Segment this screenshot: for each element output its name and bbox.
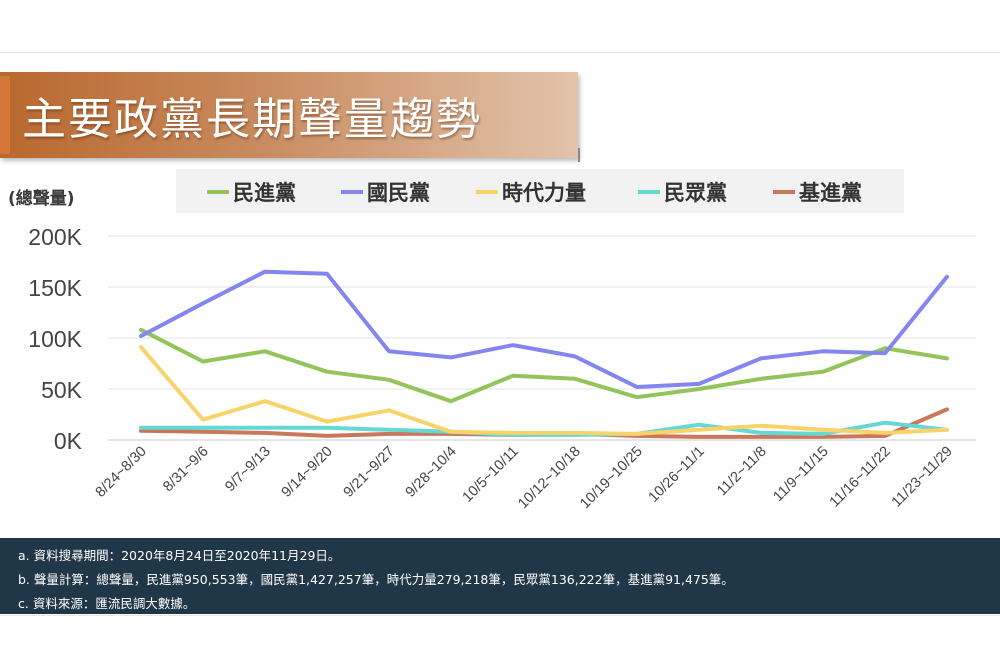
x-tick-label: 8/31~9/6 (160, 444, 212, 496)
y-axis-label: (總聲量) (8, 189, 75, 209)
y-tick-label: 200K (28, 224, 82, 250)
footer-note-calculation: b. 聲量計算：總聲量，民進黨950,553筆，國民黨1,427,257筆，時代… (18, 572, 734, 587)
legend-label: 民眾黨 (664, 181, 727, 205)
x-tick-label: 8/24~8/30 (93, 444, 150, 501)
title-banner (0, 72, 578, 158)
title-banner-accent (0, 76, 10, 154)
x-tick-label: 9/14~9/20 (279, 444, 336, 501)
x-tick-label: 10/12~10/18 (515, 444, 584, 513)
banner-tick-mark (578, 148, 580, 162)
y-tick-label: 150K (28, 275, 82, 301)
series-line (139, 420, 949, 437)
x-tick-label: 11/23~11/29 (889, 444, 956, 511)
legend-label: 時代力量 (502, 181, 586, 205)
legend-label: 國民黨 (367, 181, 430, 205)
legend-label: 基進黨 (799, 181, 862, 205)
series-line (139, 327, 949, 404)
x-tick-label: 10/26~11/1 (646, 444, 708, 506)
footer-notes: a. 資料搜尋期間：2020年8月24日至2020年11月29日。 b. 聲量計… (0, 538, 1000, 614)
x-tick-label: 10/19~10/25 (577, 444, 646, 513)
x-tick-label: 11/9~11/15 (770, 444, 831, 505)
x-tick-label: 10/5~10/11 (460, 444, 522, 506)
y-tick-label: 100K (28, 326, 82, 352)
y-tick-label: 0K (54, 428, 83, 454)
footer-note-source: c. 資料來源：匯流民調大數據。 (18, 596, 196, 611)
x-tick-label: 11/16~11/22 (827, 444, 894, 511)
series-line (139, 345, 949, 436)
x-tick-label: 11/2~11/8 (714, 444, 770, 500)
legend-label: 民進黨 (233, 181, 296, 205)
y-tick-label: 50K (41, 377, 83, 403)
x-tick-label: 9/7~9/13 (222, 444, 274, 496)
x-tick-label: 9/28~10/4 (403, 444, 460, 501)
page-title: 主要政黨長期聲量趨勢 (22, 94, 482, 145)
x-tick-label: 9/21~9/27 (341, 444, 398, 501)
series-line (139, 269, 949, 389)
footer-note-period: a. 資料搜尋期間：2020年8月24日至2020年11月29日。 (18, 548, 341, 563)
